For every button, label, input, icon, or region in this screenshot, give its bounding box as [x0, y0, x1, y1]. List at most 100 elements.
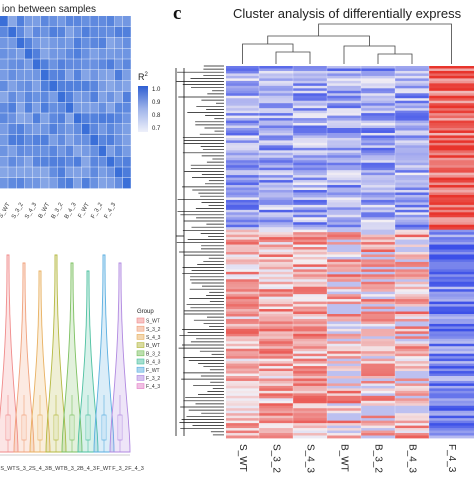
heatmap-cell: [361, 118, 395, 121]
heatmap-cell: [327, 130, 361, 134]
heatmap-cell: [361, 128, 395, 131]
heatmap-cell: [226, 418, 259, 422]
heatmap-cell: [395, 180, 429, 183]
heatmap-cell: [226, 430, 259, 434]
heatmap-cell: [293, 346, 327, 350]
correlation-cell: [49, 113, 57, 124]
heatmap-cell: [429, 368, 474, 372]
correlation-cell: [32, 167, 41, 178]
violin-shape: [61, 262, 83, 453]
heatmap-cell: [395, 306, 429, 310]
heatmap-cell: [293, 68, 327, 72]
heatmap-cell: [395, 338, 429, 342]
heatmap-cell: [429, 423, 474, 426]
heatmap-cell: [293, 281, 327, 285]
heatmap-cell: [395, 172, 429, 176]
heatmap-cell: [259, 252, 293, 255]
heatmap-cell: [361, 254, 395, 258]
heatmap-cell: [327, 430, 361, 434]
heatmap-cell: [259, 380, 293, 384]
heatmap-cell: [293, 249, 327, 253]
heatmap-cell: [361, 393, 395, 397]
heatmap-column-label: F_4_3: [446, 444, 457, 473]
correlation-x-label: S_WT: [0, 202, 12, 220]
heatmap-cell: [226, 376, 259, 379]
heatmap-cell: [327, 301, 361, 305]
heatmap-cell: [395, 75, 429, 79]
heatmap-cell: [293, 415, 327, 419]
heatmap-cell: [361, 316, 395, 320]
heatmap-cell: [327, 259, 361, 263]
heatmap-cell: [395, 388, 429, 392]
heatmap-cell: [429, 378, 474, 382]
heatmap-cell: [327, 155, 361, 159]
heatmap-cell: [429, 400, 474, 404]
correlation-cell: [114, 59, 123, 70]
heatmap-cell: [226, 204, 259, 208]
correlation-cell: [8, 102, 16, 113]
heatmap-cell: [395, 286, 429, 290]
correlation-cell: [57, 37, 66, 48]
heatmap-cell: [293, 276, 327, 280]
heatmap-cell: [293, 128, 327, 131]
heatmap-cell: [429, 333, 474, 337]
heatmap-cell: [259, 145, 293, 149]
heatmap-cell: [259, 155, 293, 159]
correlation-cell: [16, 156, 25, 167]
heatmap-cell: [293, 314, 327, 317]
correlation-cell: [8, 59, 16, 70]
heatmap-cell: [327, 289, 361, 293]
heatmap-cell: [429, 380, 474, 384]
heatmap-cell: [327, 338, 361, 342]
correlation-cell: [24, 134, 33, 146]
heatmap-cell: [395, 85, 429, 89]
heatmap-cell: [293, 338, 327, 342]
heatmap-cell: [361, 385, 395, 389]
heatmap-cell: [327, 214, 361, 218]
r2-tick-3: 0.8: [152, 113, 161, 119]
heatmap-cell: [361, 172, 395, 176]
correlation-cell: [82, 156, 90, 167]
heatmap-cell: [259, 214, 293, 218]
correlation-cell: [106, 145, 115, 156]
heatmap-cell: [226, 217, 259, 221]
heatmap-cell: [226, 209, 259, 213]
dendrogram-link: [318, 23, 452, 64]
heatmap-cell: [226, 388, 259, 392]
correlation-cell: [106, 16, 115, 27]
heatmap-cell: [327, 376, 361, 379]
heatmap-cell: [429, 147, 474, 151]
correlation-cell: [98, 156, 107, 167]
correlation-x-label: B_WT: [38, 202, 52, 220]
heatmap-cell: [226, 314, 259, 317]
heatmap-cell: [259, 73, 293, 77]
correlation-cell: [49, 156, 57, 167]
heatmap-cell: [327, 93, 361, 97]
correlation-cell: [123, 16, 131, 27]
correlation-cell: [90, 113, 98, 124]
heatmap-cell: [226, 219, 259, 223]
correlation-cell: [24, 91, 33, 102]
correlation-cell: [32, 59, 41, 70]
heatmap-cell: [293, 388, 327, 392]
heatmap-cell: [226, 247, 259, 250]
heatmap-cell: [327, 356, 361, 360]
heatmap-cell: [429, 125, 474, 129]
heatmap-cell: [327, 261, 361, 265]
heatmap-cell: [259, 304, 293, 307]
correlation-cell: [24, 80, 33, 92]
correlation-cell: [24, 59, 33, 70]
heatmap-cell: [395, 108, 429, 112]
heatmap-cell: [395, 418, 429, 422]
heatmap-cell: [259, 373, 293, 377]
heatmap-cell: [429, 415, 474, 419]
heatmap-cell: [327, 351, 361, 355]
heatmap-cell: [259, 423, 293, 426]
heatmap-cell: [259, 66, 293, 69]
heatmap-cell: [395, 304, 429, 307]
correlation-cell: [73, 16, 82, 27]
heatmap-cell: [361, 400, 395, 404]
heatmap-cell: [293, 333, 327, 337]
correlation-cell: [82, 80, 90, 92]
heatmap-cell: [293, 353, 327, 357]
